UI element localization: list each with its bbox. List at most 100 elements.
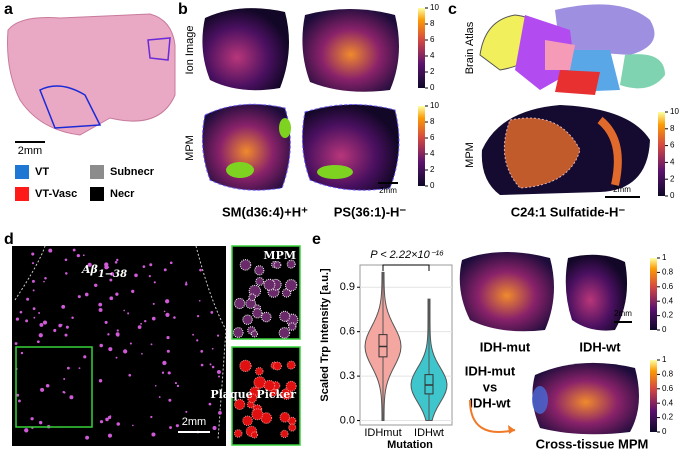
plaque	[242, 314, 253, 325]
plaque	[148, 275, 151, 278]
plaque	[76, 254, 80, 258]
panel-label: e	[312, 231, 321, 248]
atlas-region	[620, 54, 665, 89]
plaque	[151, 316, 156, 321]
y-tick-label: 0.3	[340, 370, 355, 382]
legend-swatch	[15, 165, 29, 179]
plaque	[65, 325, 69, 329]
plaque	[279, 310, 291, 322]
plaque	[199, 268, 202, 272]
row-label: Brain Atlas	[464, 21, 476, 74]
mpm-image	[532, 362, 639, 435]
colorbar-tick-label: 0.4	[662, 296, 674, 305]
plaque	[174, 381, 177, 385]
colorbar-tick-label: 0.6	[662, 282, 674, 291]
annotation: P < 2.22×10⁻¹⁶	[370, 249, 444, 261]
plaque	[184, 282, 188, 286]
colorbar-tick-label: 4	[430, 149, 435, 158]
plaque	[104, 262, 109, 267]
plaque	[173, 316, 176, 319]
colorbar-tick-label: 6	[430, 133, 435, 142]
x-axis-label: Mutation	[387, 439, 433, 451]
plaque	[78, 367, 81, 370]
plaque	[288, 322, 297, 331]
plaque	[109, 415, 112, 418]
atlas-region	[545, 40, 575, 70]
plaque	[61, 304, 66, 309]
row-label: MPM	[184, 135, 196, 161]
legend-label: VT	[35, 166, 49, 178]
colorbar-tick-label: 8	[430, 19, 435, 28]
plaque	[216, 369, 221, 374]
plaque	[166, 349, 170, 353]
plaque	[218, 375, 221, 378]
plaque	[32, 307, 36, 311]
plaque	[273, 261, 282, 269]
panel-d: d Aβ1−38 2mm MPM Plaque Picker	[4, 231, 301, 446]
plaque	[14, 342, 18, 345]
tissue-border	[14, 245, 227, 441]
plaque	[60, 324, 63, 326]
plaque	[33, 316, 36, 319]
plaque	[105, 417, 109, 422]
plaque	[15, 317, 20, 321]
comparison: vs	[483, 379, 497, 394]
colorbar-tick-label: 0	[430, 83, 435, 92]
plaque	[261, 311, 272, 323]
he-tissue	[7, 13, 176, 136]
scale-label: 2mm	[18, 145, 42, 157]
legend-label: Subnecr	[110, 166, 155, 178]
mpm-region	[226, 162, 254, 178]
plaque	[99, 343, 103, 348]
colorbar-tick-label: 0.2	[662, 413, 674, 422]
plaque	[285, 380, 297, 392]
plaque	[39, 322, 44, 327]
plaque	[239, 359, 252, 372]
y-axis-label: Scaled Trp Intensity [a.u.]	[319, 268, 331, 402]
plaque	[168, 398, 172, 402]
plaque	[123, 309, 126, 312]
plaque	[286, 360, 296, 370]
colorbar	[650, 258, 657, 330]
plaque	[169, 261, 173, 265]
colorbar-tick-label: 1	[662, 355, 667, 364]
significance-bracket	[382, 264, 430, 271]
plaque	[250, 431, 259, 439]
plaque	[163, 310, 166, 313]
plaque	[87, 262, 92, 267]
plaque	[98, 302, 103, 307]
plaque	[251, 408, 264, 421]
panel-c: c Brain Atlas MPM 2mm C24:1 Sulfatide-H⁻	[448, 1, 665, 219]
plaque	[64, 333, 68, 337]
plaque	[252, 308, 263, 319]
plaque	[209, 363, 212, 366]
colorbar-tick-label: 6	[670, 141, 675, 150]
plaque	[286, 259, 296, 269]
plaque	[82, 254, 85, 257]
caption: C24:1 Sulfatide-H⁻	[511, 204, 626, 219]
scale-label: 2mm	[613, 185, 631, 194]
plaque	[196, 339, 199, 342]
arrowhead	[508, 425, 515, 434]
plaque	[280, 429, 289, 439]
colorbar-tick-label: 0	[662, 427, 667, 436]
plaque	[234, 398, 246, 411]
plaque	[285, 279, 298, 292]
plaque	[99, 420, 104, 424]
mpm-region	[317, 165, 353, 179]
colorbar-tick-label: 10	[670, 107, 679, 116]
plaque	[25, 319, 29, 323]
plaque	[114, 261, 118, 264]
mpm-region	[503, 117, 581, 189]
plaque	[247, 393, 258, 404]
plaque	[166, 336, 170, 340]
plaque	[176, 384, 180, 388]
plaque	[149, 263, 153, 267]
stain: Aβ	[81, 263, 99, 276]
plaque	[248, 293, 256, 301]
plaque	[45, 383, 50, 388]
plaque	[152, 302, 155, 305]
plaque	[263, 278, 276, 291]
plaque	[38, 312, 41, 314]
